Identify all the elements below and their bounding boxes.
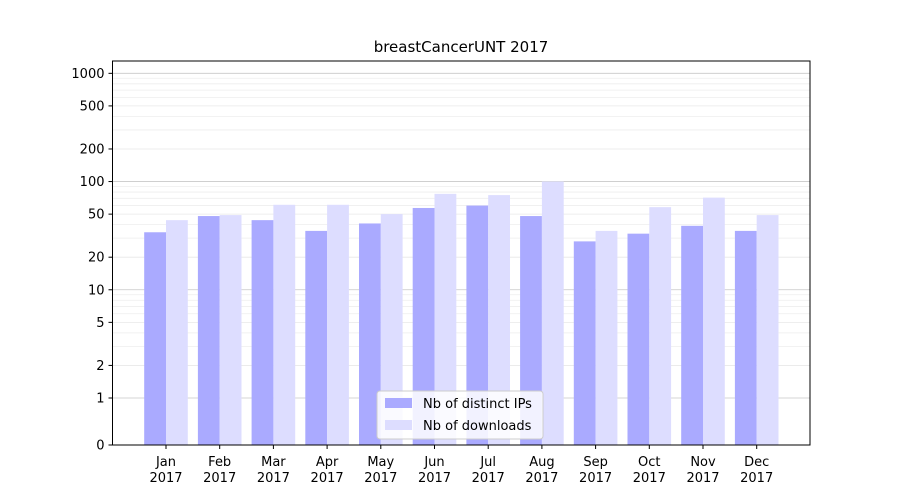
- bar-ips: [573, 241, 596, 445]
- x-tick-label-year: 2017: [364, 471, 397, 486]
- x-axis: Jan2017Feb2017Mar2017Apr2017May2017Jun20…: [149, 445, 773, 486]
- legend-swatch-downloads: [385, 420, 412, 430]
- x-tick-label-year: 2017: [579, 471, 612, 486]
- x-tick-label-month: Nov: [690, 455, 716, 470]
- bar-ips: [734, 230, 757, 445]
- x-tick-label-year: 2017: [525, 471, 558, 486]
- bar-downloads: [756, 215, 779, 445]
- legend: Nb of distinct IPs Nb of downloads: [376, 390, 544, 440]
- y-tick-label: 500: [80, 99, 105, 114]
- bar-ips: [520, 216, 542, 445]
- bar-ips: [251, 220, 274, 445]
- y-tick-label: 0: [96, 439, 104, 454]
- bar-ips: [681, 225, 703, 445]
- x-tick-label-month: Sep: [583, 455, 608, 470]
- bar-downloads: [541, 181, 564, 445]
- y-tick-label: 1000: [71, 67, 104, 82]
- y-tick-label: 20: [88, 251, 105, 266]
- bar-downloads: [219, 215, 242, 445]
- x-tick-label-month: Oct: [638, 455, 660, 470]
- y-tick-label: 50: [88, 208, 105, 223]
- x-tick-label-year: 2017: [149, 471, 182, 486]
- bar-downloads: [649, 207, 672, 445]
- x-tick-label-month: Jan: [155, 455, 176, 470]
- x-tick-label-month: Dec: [744, 455, 769, 470]
- legend-label-ips: Nb of distinct IPs: [423, 397, 532, 412]
- y-tick-label: 100: [80, 175, 105, 190]
- x-tick-label-month: Feb: [208, 455, 231, 470]
- x-tick-label-month: Apr: [316, 455, 339, 470]
- bar-downloads: [273, 204, 296, 445]
- bar-ips: [412, 207, 435, 445]
- x-tick-label-year: 2017: [633, 471, 666, 486]
- x-tick-label-month: Aug: [529, 455, 554, 470]
- chart-title: breastCancerUNT 2017: [374, 38, 549, 56]
- bar-ips: [305, 230, 328, 445]
- bars: [144, 181, 779, 445]
- y-tick-label: 10: [88, 283, 105, 298]
- bar-downloads: [488, 195, 510, 445]
- y-tick-label: 2: [96, 359, 104, 374]
- y-tick-label: 200: [80, 142, 105, 157]
- x-tick-label-year: 2017: [740, 471, 773, 486]
- y-tick-label: 5: [96, 316, 104, 331]
- x-tick-label-month: Jun: [423, 455, 444, 470]
- bar-ips: [144, 232, 166, 445]
- x-tick-label-month: May: [367, 455, 394, 470]
- x-tick-label-year: 2017: [472, 471, 505, 486]
- x-tick-label-year: 2017: [311, 471, 344, 486]
- legend-label-downloads: Nb of downloads: [423, 419, 532, 434]
- x-tick-label-year: 2017: [257, 471, 290, 486]
- x-tick-label-year: 2017: [203, 471, 236, 486]
- bar-ips: [466, 205, 489, 445]
- bar-ips: [627, 233, 650, 445]
- plot-frame: [112, 60, 811, 446]
- legend-box: [376, 390, 544, 440]
- x-tick-label-year: 2017: [418, 471, 451, 486]
- bar-downloads: [703, 197, 725, 445]
- y-tick-label: 1: [96, 391, 104, 406]
- bar-downloads: [434, 193, 457, 445]
- x-tick-label-month: Jul: [479, 455, 496, 470]
- bar-downloads: [166, 220, 188, 445]
- bar-downloads: [327, 204, 349, 445]
- bar-downloads: [595, 230, 618, 445]
- bar-downloads: [380, 214, 403, 445]
- bar-ips: [359, 223, 381, 445]
- x-tick-label-month: Mar: [261, 455, 286, 470]
- x-tick-label-year: 2017: [686, 471, 719, 486]
- y-axis: 0 1 2 5 10 20 50 100 200 500 1000: [71, 67, 113, 454]
- bar-ips: [197, 216, 220, 445]
- legend-swatch-ips: [385, 398, 412, 408]
